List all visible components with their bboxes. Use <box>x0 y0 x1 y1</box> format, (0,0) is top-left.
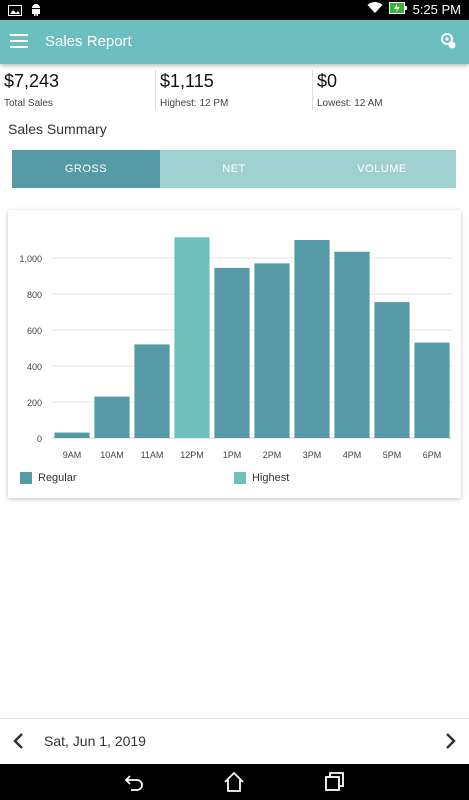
x-tick-label: 9AM <box>63 450 82 460</box>
y-tick-label: 800 <box>27 290 42 300</box>
tab-volume[interactable]: VOLUME <box>308 150 456 188</box>
x-tick-label: 12PM <box>180 450 204 460</box>
bar-highest <box>174 237 210 438</box>
x-tick-label: 10AM <box>100 450 124 460</box>
battery-icon <box>388 2 407 17</box>
legend-label-highest: Highest <box>252 472 290 484</box>
stat-label: Highest: 12 PM <box>160 98 229 109</box>
stat-lowest: $0 Lowest: 12 AM <box>317 68 383 110</box>
chart-card: 0 200 400 600 800 1,000 9AM 10AM 11AM 12PM 1PM 2PM 3… <box>8 210 461 498</box>
status-bar: 5:25 PM <box>0 0 469 20</box>
bar-regular <box>334 251 370 438</box>
wifi-icon <box>367 2 383 17</box>
selected-date[interactable]: Sat, Jun 1, 2019 <box>44 733 146 749</box>
system-nav-bar <box>0 764 469 800</box>
app-bar: Sales Report <box>0 20 469 64</box>
stats-row: $7,243 Total Sales $1,115 Highest: 12 PM… <box>0 68 469 112</box>
bar-regular <box>134 344 170 438</box>
sales-bar-chart: 0 200 400 600 800 1,000 9AM 10AM 11AM 12PM 1PM 2PM 3… <box>19 237 452 460</box>
bar-regular <box>214 267 250 438</box>
x-tick-label: 2PM <box>263 450 282 460</box>
bar-regular <box>254 263 290 438</box>
recent-apps-icon[interactable] <box>322 770 346 794</box>
tab-net[interactable]: NET <box>160 150 308 188</box>
y-tick-label: 1,000 <box>19 254 42 264</box>
legend-regular: Regular <box>20 472 77 484</box>
home-icon[interactable] <box>222 770 246 794</box>
date-navigation-bar: Sat, Jun 1, 2019 <box>0 718 469 765</box>
legend-swatch-regular <box>20 472 32 484</box>
sales-summary-title: Sales Summary <box>8 121 107 137</box>
stat-highest: $1,115 Highest: 12 PM <box>160 68 228 110</box>
bar-regular <box>94 396 130 438</box>
android-icon <box>30 3 42 21</box>
gallery-icon <box>8 3 22 21</box>
x-tick-label: 11AM <box>141 450 164 460</box>
menu-icon[interactable] <box>10 34 28 48</box>
chevron-left-icon[interactable] <box>10 731 28 751</box>
legend-highest: Highest <box>234 472 289 484</box>
bar-regular <box>294 240 330 438</box>
divider <box>312 70 313 110</box>
stat-value: $1,115 <box>160 71 214 91</box>
bar-regular <box>374 302 410 438</box>
stat-value: $7,243 <box>4 71 60 91</box>
x-tick-label: 6PM <box>423 450 442 460</box>
x-tick-label: 5PM <box>383 450 402 460</box>
chevron-right-icon[interactable] <box>441 731 459 751</box>
tab-gross[interactable]: GROSS <box>12 150 160 188</box>
back-icon[interactable] <box>122 770 146 794</box>
stat-total-sales: $7,243 Total Sales <box>4 68 59 110</box>
bar-regular <box>54 432 90 438</box>
page-title: Sales Report <box>45 33 132 50</box>
y-tick-label: 400 <box>27 362 42 372</box>
y-tick-label: 600 <box>27 326 42 336</box>
stat-value: $0 <box>317 71 338 91</box>
bar-regular <box>414 342 450 438</box>
x-tick-label: 3PM <box>303 450 322 460</box>
divider <box>155 70 156 110</box>
clock-time: 5:25 PM <box>412 2 461 17</box>
legend-swatch-highest <box>234 472 246 484</box>
legend-label-regular: Regular <box>38 472 77 484</box>
x-tick-label: 1PM <box>223 450 242 460</box>
y-tick-label: 200 <box>27 398 42 408</box>
summary-tabs: GROSS NET VOLUME <box>12 150 456 188</box>
stat-label: Lowest: 12 AM <box>317 98 383 109</box>
x-tick-label: 4PM <box>343 450 362 460</box>
settings-icon[interactable] <box>439 32 457 50</box>
stat-label: Total Sales <box>4 98 53 109</box>
y-tick-label: 0 <box>37 434 42 444</box>
